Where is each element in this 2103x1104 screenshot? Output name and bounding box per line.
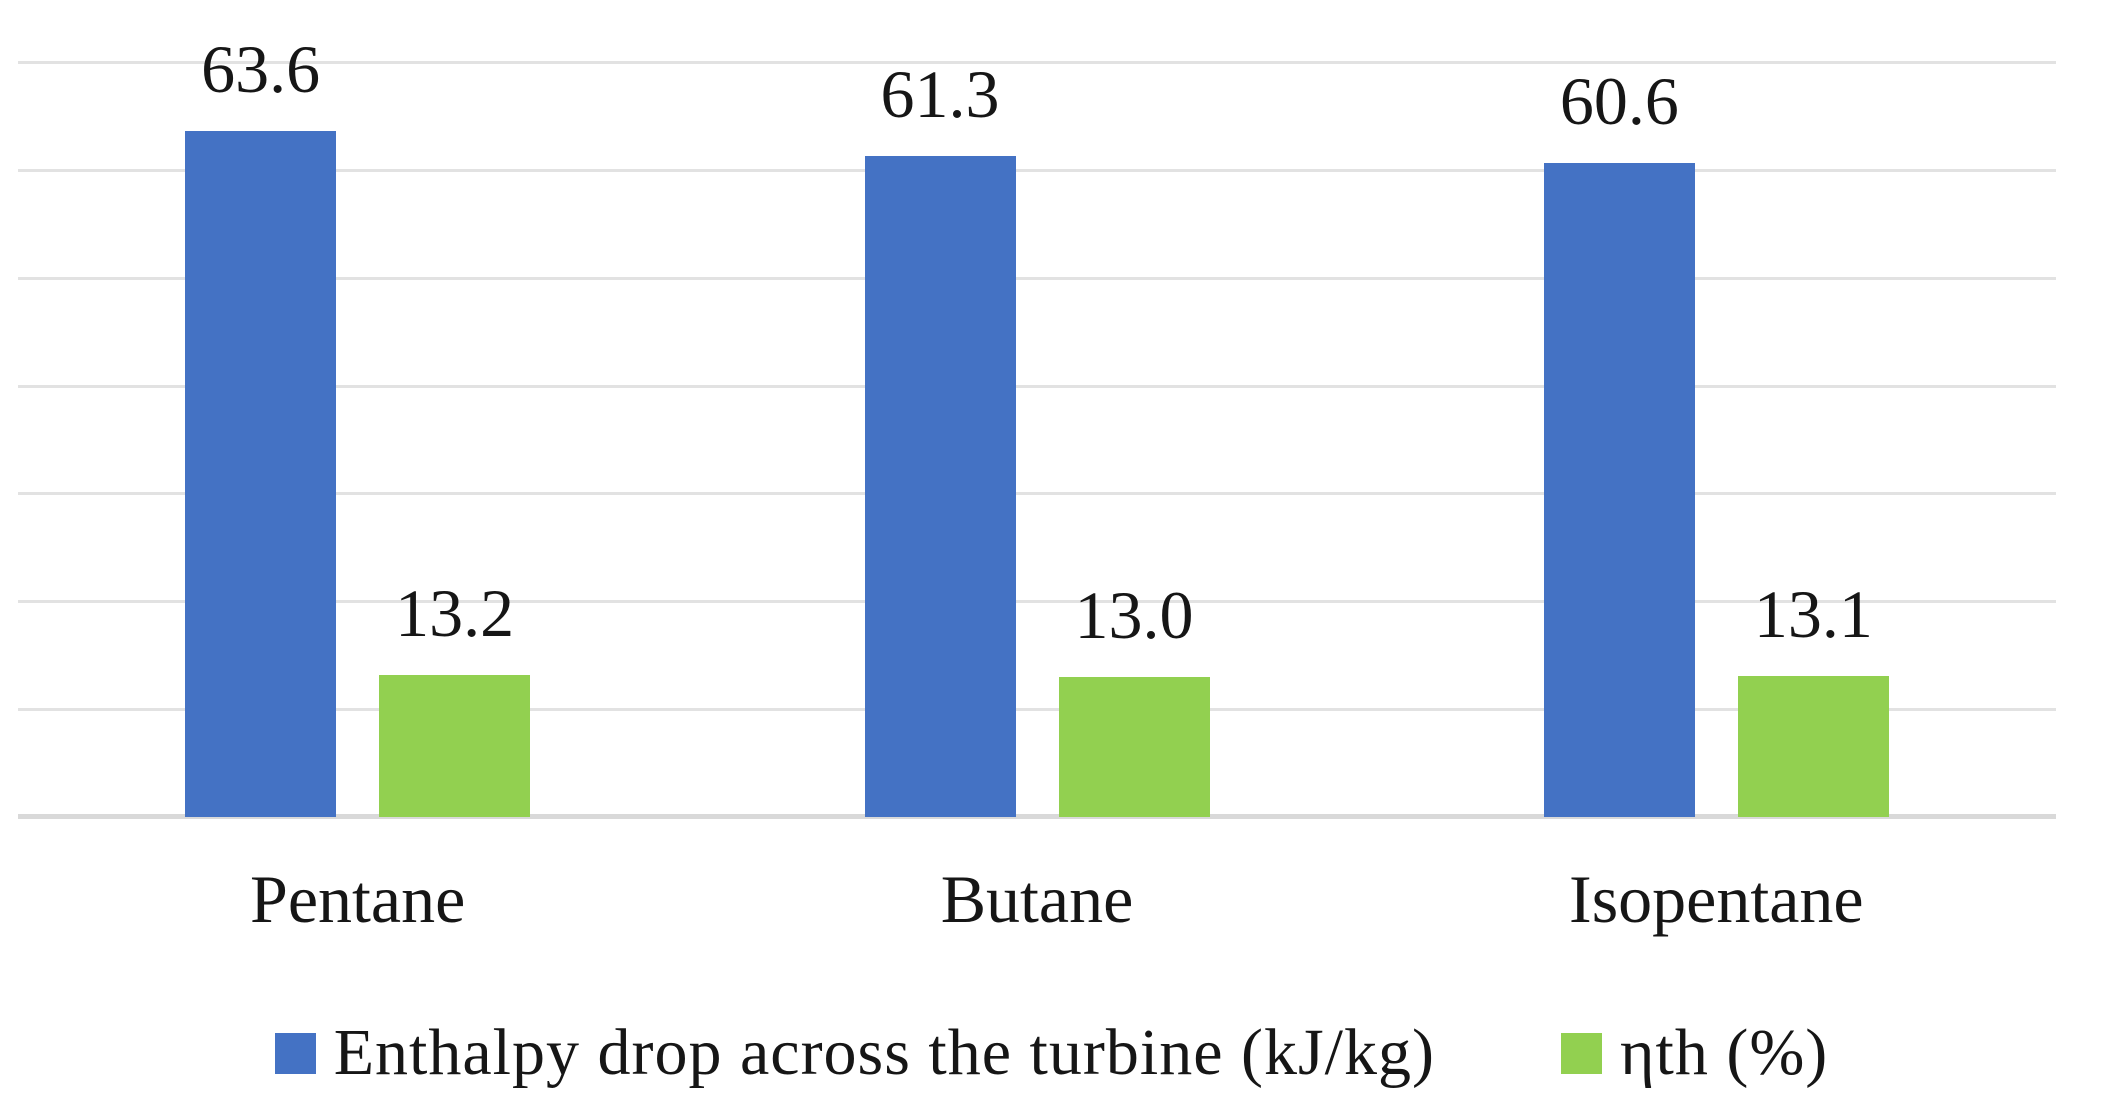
bar-isopentane-eta-th	[1737, 675, 1889, 817]
bar-butane-eta-th	[1058, 676, 1210, 817]
bar-pentane-enthalpy-drop	[185, 131, 337, 817]
gridline	[18, 168, 2056, 172]
gridline	[18, 276, 2056, 280]
legend-marker-eta-th	[1560, 1032, 1602, 1074]
category-label-isopentane: Isopentane	[1569, 861, 1864, 937]
bar-butane-enthalpy-drop	[864, 155, 1016, 817]
legend-label-enthalpy-drop: Enthalpy drop across the turbine (kJ/kg)	[333, 1016, 1435, 1089]
x-axis-line	[18, 814, 2056, 819]
gridline	[18, 600, 2056, 604]
gridline	[18, 708, 2056, 712]
category-label-butane: Butane	[940, 861, 1134, 937]
legend-label-eta-th: ηth (%)	[1619, 1016, 1829, 1089]
legend: Enthalpy drop across the turbine (kJ/kg)…	[0, 1008, 2103, 1098]
gridline	[18, 492, 2056, 496]
data-label-butane-enthalpy-drop: 61.3	[880, 55, 1000, 132]
legend-item-eta-th: ηth (%)	[1560, 1016, 1829, 1089]
data-label-isopentane-eta-th: 13.1	[1753, 575, 1873, 652]
data-label-pentane-enthalpy-drop: 63.6	[201, 31, 321, 108]
gridline	[18, 61, 2056, 64]
data-label-pentane-eta-th: 13.2	[395, 574, 515, 651]
bar-pentane-eta-th	[379, 674, 531, 817]
bar-isopentane-enthalpy-drop	[1543, 163, 1695, 817]
gridline	[18, 384, 2056, 388]
category-label-pentane: Pentane	[250, 861, 466, 937]
data-label-isopentane-enthalpy-drop: 60.6	[1559, 63, 1679, 140]
legend-marker-enthalpy-drop	[274, 1032, 316, 1074]
data-label-butane-eta-th: 13.0	[1074, 576, 1194, 653]
legend-item-enthalpy-drop: Enthalpy drop across the turbine (kJ/kg)	[274, 1016, 1435, 1089]
plot-area: 63.6 13.2 61.3 13.0 60.6 13.1	[18, 35, 2056, 819]
